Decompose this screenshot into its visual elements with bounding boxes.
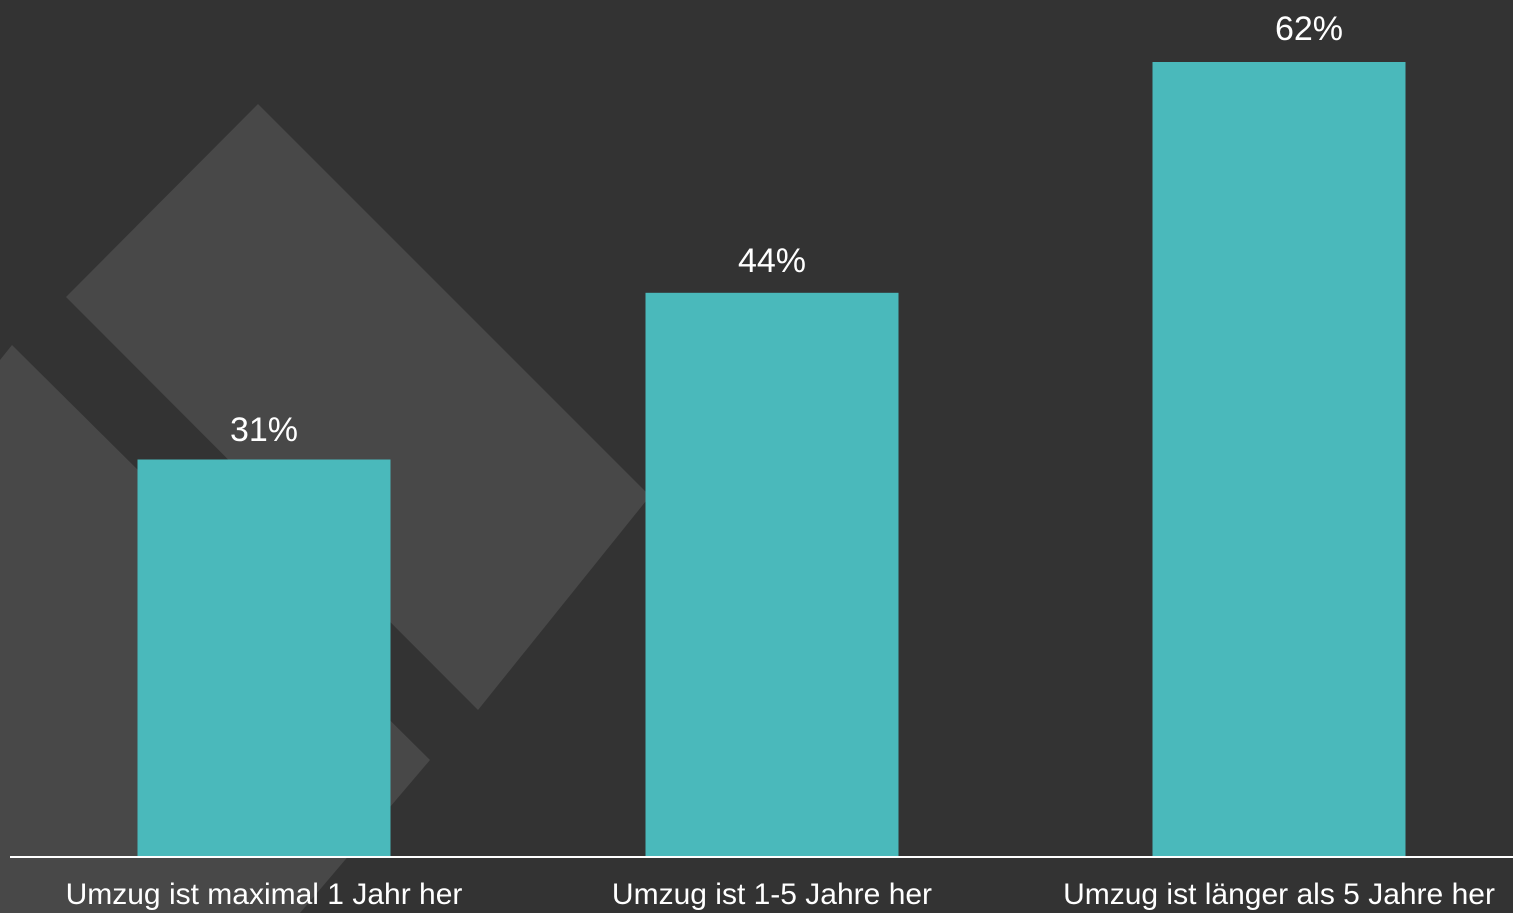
- decor-shape-upper: [66, 104, 650, 710]
- data-label-3: 62%: [1275, 10, 1343, 48]
- data-label-2: 44%: [738, 242, 806, 280]
- data-label-1: 31%: [230, 411, 298, 449]
- bar-2: [645, 292, 899, 857]
- bar-1: [137, 459, 391, 857]
- bar-3: [1152, 62, 1406, 857]
- category-label-2: Umzug ist 1-5 Jahre her: [612, 878, 932, 911]
- category-label-3: Umzug ist länger als 5 Jahre her: [1063, 878, 1495, 911]
- bar-series: [137, 62, 1406, 857]
- category-label-1: Umzug ist maximal 1 Jahr her: [66, 878, 463, 911]
